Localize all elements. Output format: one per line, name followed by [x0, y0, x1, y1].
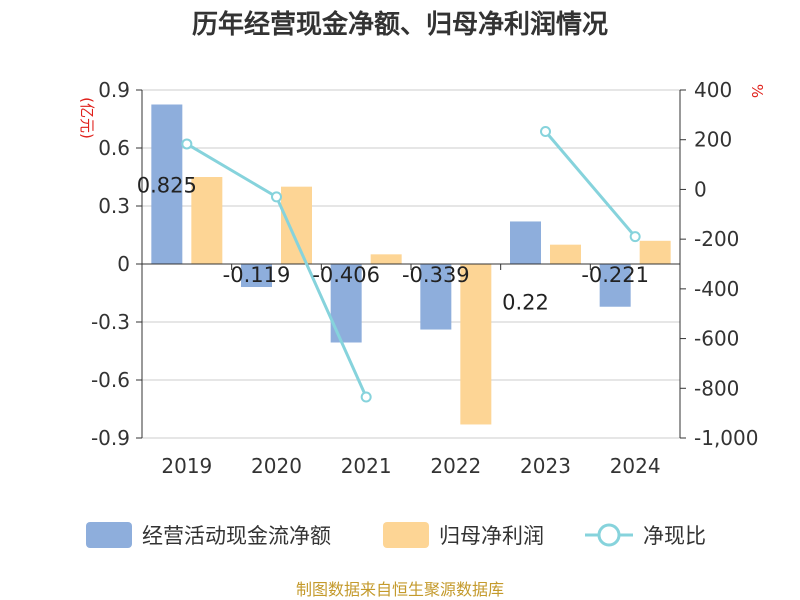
cashflow-bar [510, 221, 541, 264]
x-tick-label: 2024 [610, 454, 661, 478]
ratio-point [540, 126, 551, 138]
right-tick-label: -800 [694, 376, 739, 400]
right-tick-label: 400 [694, 78, 732, 102]
cashflow-data-label: -0.119 [223, 263, 291, 287]
cashflow-data-label: 0.825 [137, 174, 197, 198]
legend-label-ratio: 净现比 [643, 524, 706, 548]
left-tick-label: 0 [117, 252, 130, 276]
chart-title: 历年经营现金净额、归母净利润情况 [192, 9, 608, 40]
ratio-point [629, 231, 641, 243]
x-tick-label: 2020 [251, 454, 302, 478]
left-axis-unit: (亿元) [78, 97, 96, 139]
right-axis-unit: % [748, 84, 766, 98]
netprofit-bar [639, 240, 671, 264]
netprofit-bar [191, 177, 223, 264]
netprofit-bar [281, 186, 312, 264]
left-tick-label: 0.3 [98, 194, 130, 218]
ratio-line-group [181, 126, 641, 403]
cashflow-data-label: -0.221 [581, 263, 649, 287]
source-note: 制图数据来自恒生聚源数据库 [296, 580, 504, 599]
x-tick-label: 2021 [341, 454, 392, 478]
cashflow-bar [599, 264, 631, 307]
left-tick-label: 0.6 [98, 136, 130, 160]
cashflow-data-label: -0.339 [402, 263, 470, 287]
legend-label-cashflow: 经营活动现金流净额 [142, 524, 331, 548]
right-tick-label: -400 [694, 277, 739, 301]
cashflow-data-label: -0.406 [312, 263, 380, 287]
left-tick-label: -0.9 [91, 426, 130, 450]
cashflow-bar [151, 104, 183, 264]
cashflow-data-label: 0.22 [502, 290, 549, 314]
x-tick-label: 2019 [161, 454, 212, 478]
axes-group [136, 89, 686, 439]
right-tick-label: -1,000 [694, 426, 758, 450]
ratio-point [271, 191, 282, 203]
legend: 经营活动现金流净额 归母净利润 净现比 [86, 522, 706, 548]
left-tick-label: 0.9 [98, 78, 130, 102]
netprofit-bar [550, 244, 581, 264]
ratio-point [360, 391, 372, 403]
tick-labels-group: 0.9 0.6 0.3 0 -0.3 -0.6 -0.9 400 200 0 -200 -400 -60… [91, 78, 759, 478]
left-tick-label: -0.6 [91, 368, 130, 392]
cashflow-bar [241, 264, 272, 288]
ratio-point [181, 138, 193, 150]
right-tick-label: -600 [694, 327, 739, 351]
cashflow-bar [420, 264, 452, 330]
right-tick-label: 0 [694, 177, 707, 201]
x-tick-label: 2023 [520, 454, 571, 478]
legend-label-netprofit: 归母净利润 [439, 524, 544, 548]
right-tick-label: 200 [694, 128, 732, 152]
netprofit-bar [460, 264, 492, 425]
legend-marker-ratio [597, 523, 621, 547]
x-tick-label: 2022 [430, 454, 481, 478]
legend-swatch-netprofit [383, 522, 429, 548]
netprofit-bar [370, 254, 402, 264]
legend-swatch-cashflow [86, 522, 132, 548]
right-tick-label: -200 [694, 227, 739, 251]
data-labels-group: 0.825 -0.119 -0.406 -0.339 0.22 -0.221 [137, 174, 649, 315]
ratio-line [544, 130, 637, 238]
left-tick-label: -0.3 [91, 310, 130, 334]
